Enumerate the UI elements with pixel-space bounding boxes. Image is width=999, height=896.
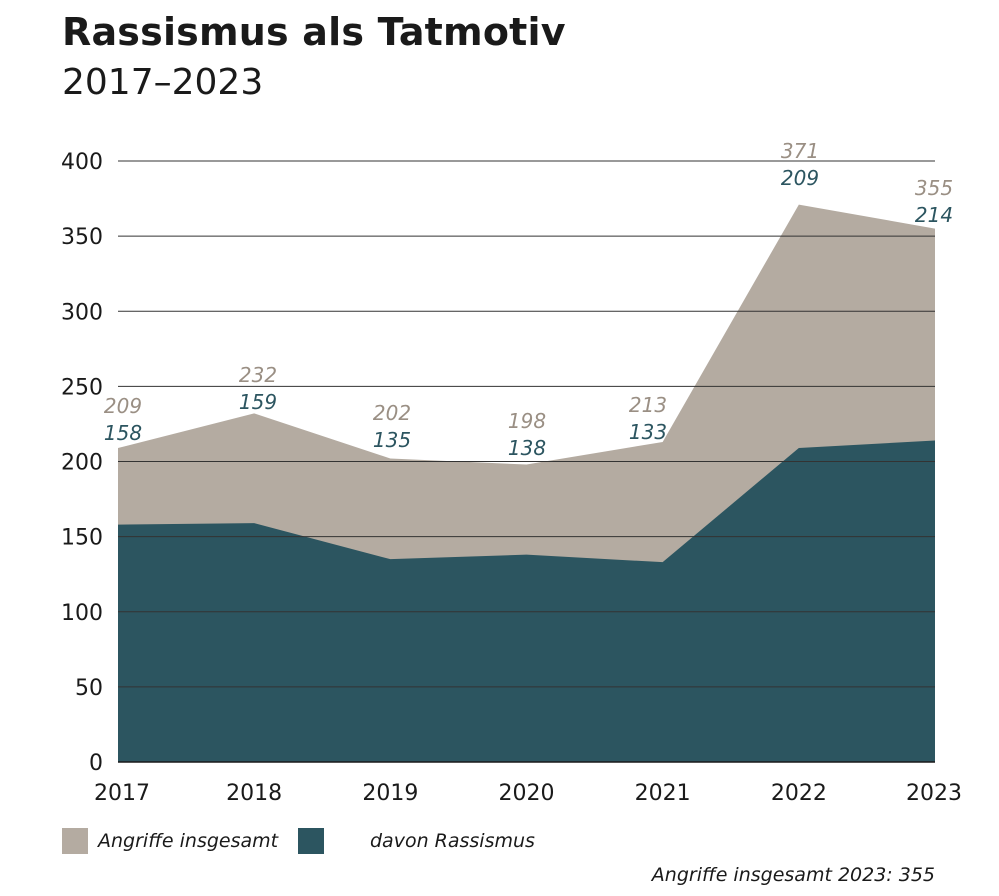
data-label-total: 355 [915, 176, 953, 200]
y-tick-label: 250 [61, 375, 103, 400]
data-label-total: 209 [104, 394, 142, 418]
data-label-racism: 133 [629, 420, 667, 444]
y-tick-label: 200 [61, 451, 103, 476]
x-tick-label: 2017 [94, 781, 150, 806]
x-tick-label: 2021 [635, 781, 691, 806]
legend-swatch-racism [298, 828, 324, 854]
legend-swatch-total [62, 828, 88, 854]
x-tick-label: 2022 [771, 781, 827, 806]
x-tick-label: 2023 [906, 781, 962, 806]
data-label-total: 198 [508, 409, 546, 433]
y-tick-label: 0 [89, 751, 103, 776]
y-tick-label: 350 [61, 225, 103, 250]
footnote: Angriffe insgesamt 2023: 355 [651, 864, 935, 886]
data-label-racism: 159 [239, 390, 277, 414]
data-label-racism: 158 [104, 421, 142, 445]
y-tick-label: 100 [61, 601, 103, 626]
data-label-racism: 138 [508, 436, 546, 460]
y-tick-label: 300 [61, 300, 103, 325]
x-tick-label: 2020 [499, 781, 555, 806]
data-label-racism: 135 [373, 428, 411, 452]
legend-label-racism: davon Rassismus [370, 830, 535, 852]
y-tick-label: 150 [61, 526, 103, 551]
area-series-racism [118, 440, 935, 762]
data-label-total: 371 [781, 139, 819, 163]
x-tick-label: 2018 [226, 781, 282, 806]
y-tick-label: 50 [75, 676, 103, 701]
data-label-total: 232 [239, 363, 277, 387]
data-label-total: 202 [373, 401, 411, 425]
data-label-racism: 209 [781, 166, 819, 190]
chart-subtitle: 2017–2023 [62, 62, 264, 103]
data-label-total: 213 [629, 393, 667, 417]
y-tick-label: 400 [61, 150, 103, 175]
data-label-racism: 214 [915, 203, 953, 227]
legend-label-total: Angriffe insgesamt [98, 830, 279, 852]
chart-title: Rassismus als Tatmotiv [62, 10, 566, 54]
x-tick-label: 2019 [362, 781, 418, 806]
